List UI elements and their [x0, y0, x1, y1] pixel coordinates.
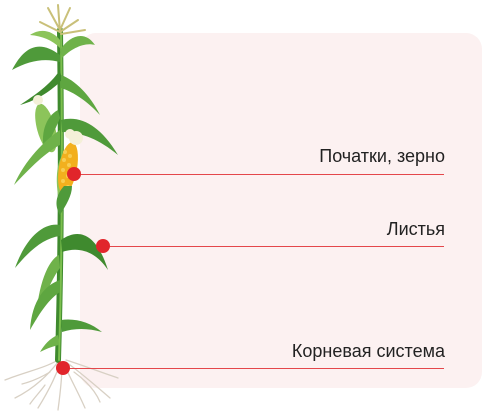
- middle-leaves: [14, 118, 118, 185]
- leader-line-cobs: [74, 174, 444, 175]
- label-root-system: Корневая система: [291, 341, 445, 361]
- tassel: [39, 4, 86, 35]
- leader-line-roots: [63, 368, 444, 369]
- label-leaves: Листья: [386, 219, 445, 239]
- marker-dot-roots: [56, 361, 70, 375]
- leader-line-leaves: [103, 246, 444, 247]
- marker-dot-leaves: [96, 239, 110, 253]
- upper-leaves: [12, 30, 100, 115]
- background-panel: [80, 33, 482, 388]
- lower-leaves: [15, 224, 108, 352]
- marker-dot-cobs: [67, 167, 81, 181]
- label-cobs-grain: Початки, зерно: [319, 146, 445, 166]
